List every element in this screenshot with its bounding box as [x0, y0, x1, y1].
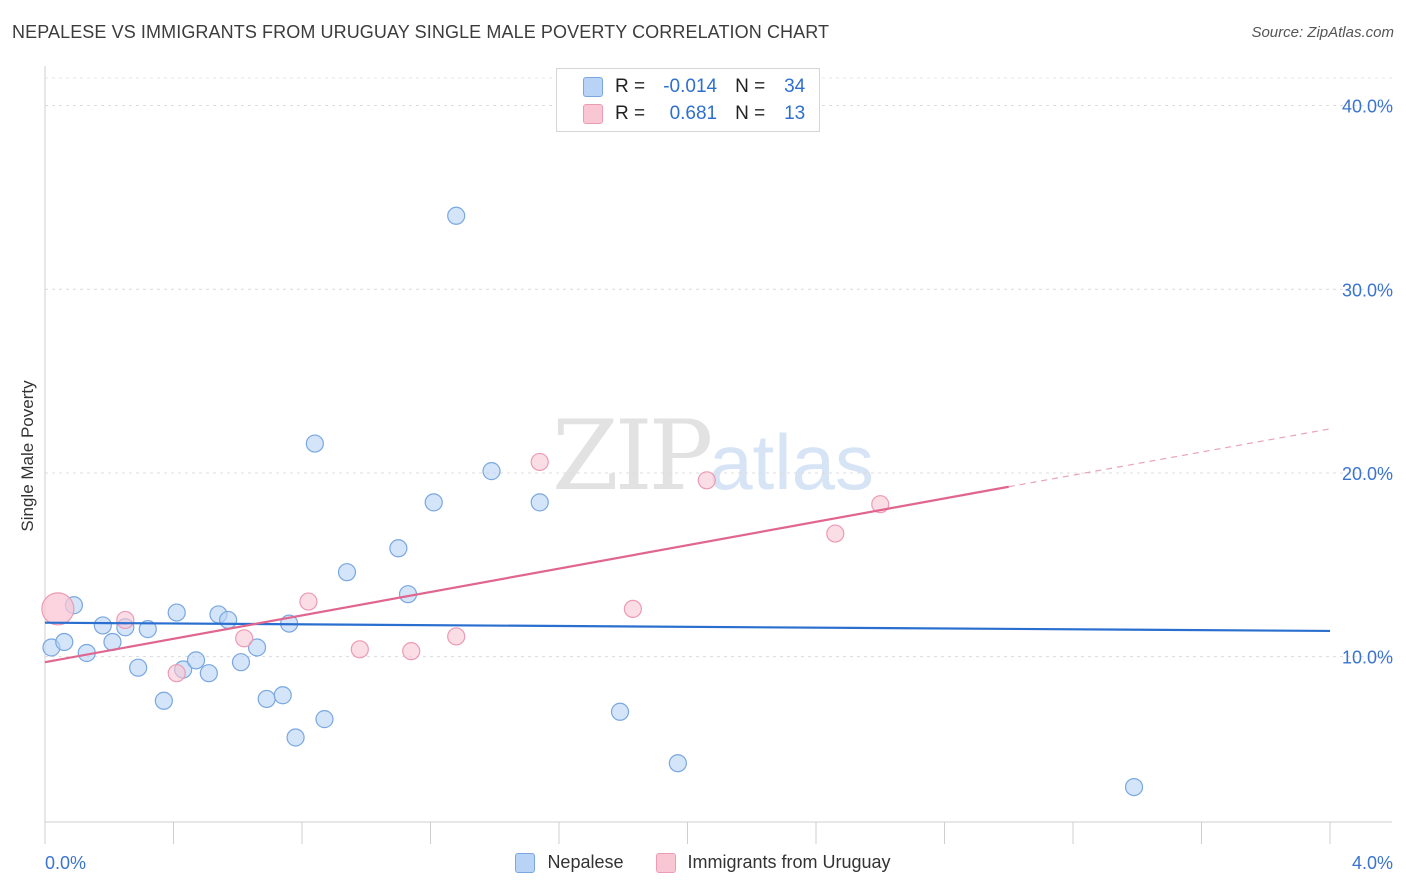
point-nepalese	[186, 651, 206, 670]
legend-r-label: R =	[615, 103, 646, 124]
point-uruguay	[235, 629, 254, 648]
point-uruguay	[350, 640, 369, 659]
series-label-nepalese: Nepalese	[547, 852, 624, 872]
point-nepalese	[447, 206, 466, 225]
point-uruguay	[41, 592, 75, 626]
watermark-atlas: atlas	[709, 418, 874, 506]
trendline-uruguay-extension	[1008, 428, 1331, 488]
watermark-zip: ZIP	[552, 400, 713, 512]
legend-row-nepalese: R = -0.014 N = 34	[583, 75, 805, 99]
legend-n-label: N =	[735, 76, 766, 97]
point-nepalese	[199, 664, 218, 683]
x-tick-label: 4.0%	[1352, 853, 1393, 873]
point-nepalese	[530, 493, 549, 512]
legend-row-uruguay: R = 0.681 N = 13	[583, 102, 805, 126]
point-uruguay	[623, 599, 642, 619]
point-uruguay	[167, 664, 186, 683]
point-nepalese	[482, 462, 501, 481]
legend-r-value: 0.681	[669, 103, 718, 124]
point-nepalese	[337, 563, 357, 582]
point-nepalese	[219, 610, 238, 630]
legend-n-value: 13	[784, 103, 806, 124]
legend-n-label: N =	[735, 103, 766, 124]
y-tick-label: 30.0%	[1342, 280, 1393, 300]
point-uruguay	[447, 627, 466, 646]
x-tick-label: 0.0%	[45, 853, 86, 873]
legend-r-value: -0.014	[663, 76, 718, 97]
point-nepalese	[257, 689, 276, 709]
point-nepalese	[93, 616, 112, 635]
point-uruguay	[826, 524, 845, 543]
series-legend: Nepalese Immigrants from Uruguay	[0, 852, 1406, 873]
point-uruguay	[697, 471, 716, 490]
point-nepalese	[610, 702, 630, 721]
point-nepalese	[129, 658, 148, 677]
correlation-legend: R = -0.014 N = 34 R = 0.681 N = 13	[556, 68, 820, 132]
series-swatch-uruguay	[655, 852, 676, 873]
point-nepalese	[286, 728, 305, 747]
point-nepalese	[424, 493, 443, 512]
trendline-uruguay	[44, 485, 1009, 664]
point-uruguay	[402, 642, 421, 661]
y-tick-label: 40.0%	[1342, 97, 1393, 117]
point-uruguay	[530, 452, 549, 472]
point-uruguay	[299, 592, 318, 611]
point-uruguay	[116, 610, 135, 630]
series-label-uruguay: Immigrants from Uruguay	[687, 852, 891, 872]
legend-swatch-uruguay	[583, 104, 603, 124]
point-nepalese	[154, 691, 173, 710]
legend-r-label: R =	[615, 76, 646, 97]
point-nepalese	[668, 754, 687, 773]
y-tick-label: 20.0%	[1342, 464, 1393, 484]
point-nepalese	[273, 686, 292, 705]
y-tick-label: 10.0%	[1342, 648, 1393, 668]
point-nepalese	[55, 632, 74, 652]
series-swatch-nepalese	[515, 852, 536, 873]
point-nepalese	[231, 653, 251, 672]
point-nepalese	[315, 710, 334, 729]
point-nepalese	[247, 638, 267, 657]
series-legend-uruguay[interactable]: Immigrants from Uruguay	[655, 852, 891, 873]
point-nepalese	[389, 539, 408, 558]
legend-swatch-nepalese	[583, 77, 603, 97]
legend-n-value: 34	[784, 76, 806, 97]
point-nepalese	[305, 434, 324, 453]
point-nepalese	[167, 603, 186, 622]
source-credit: Source: ZipAtlas.com	[1251, 24, 1394, 41]
chart-title: NEPALESE VS IMMIGRANTS FROM URUGUAY SING…	[12, 22, 830, 42]
zipatlas-watermark: ZIPatlas	[552, 400, 874, 512]
point-nepalese	[1124, 777, 1144, 797]
point-nepalese	[138, 620, 157, 639]
series-legend-nepalese[interactable]: Nepalese	[515, 852, 624, 873]
